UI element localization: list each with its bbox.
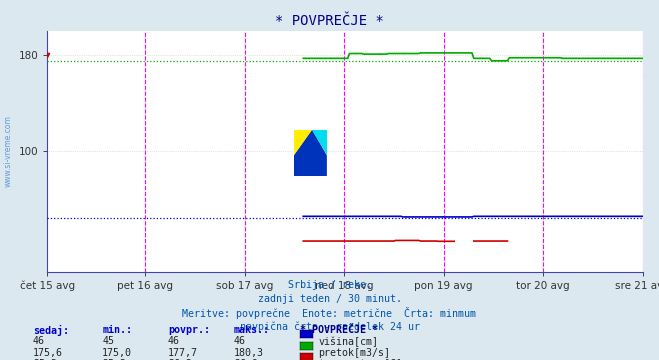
Text: 45: 45 [102, 336, 114, 346]
Text: 46: 46 [33, 336, 45, 346]
Text: 26,2: 26,2 [168, 359, 192, 360]
Text: 25,3: 25,3 [33, 359, 57, 360]
Text: temperatura[C]: temperatura[C] [318, 359, 402, 360]
Text: * POVPREČJE *: * POVPREČJE * [300, 325, 378, 335]
Text: povpr.:: povpr.: [168, 325, 210, 335]
Text: maks.:: maks.: [234, 325, 270, 335]
Text: min.:: min.: [102, 325, 132, 335]
Text: 46: 46 [234, 336, 246, 346]
Text: pretok[m3/s]: pretok[m3/s] [318, 348, 390, 358]
Polygon shape [312, 130, 327, 156]
Text: navpična črta - razdelek 24 ur: navpična črta - razdelek 24 ur [239, 321, 420, 332]
Text: www.si-vreme.com: www.si-vreme.com [4, 115, 13, 187]
Polygon shape [294, 130, 327, 176]
Polygon shape [294, 130, 312, 156]
Text: Meritve: povprečne  Enote: metrične  Črta: minmum: Meritve: povprečne Enote: metrične Črta:… [183, 307, 476, 319]
Text: zadnji teden / 30 minut.: zadnji teden / 30 minut. [258, 294, 401, 304]
Text: višina[cm]: višina[cm] [318, 336, 378, 347]
Text: 177,7: 177,7 [168, 348, 198, 358]
Text: * POVPREČJE *: * POVPREČJE * [275, 14, 384, 28]
Text: 175,6: 175,6 [33, 348, 63, 358]
Text: Srbija / reke.: Srbija / reke. [287, 280, 372, 290]
Text: 26,9: 26,9 [234, 359, 258, 360]
Text: 46: 46 [168, 336, 180, 346]
Text: 25,3: 25,3 [102, 359, 126, 360]
Text: sedaj:: sedaj: [33, 325, 69, 336]
Text: 180,3: 180,3 [234, 348, 264, 358]
Text: 175,0: 175,0 [102, 348, 132, 358]
